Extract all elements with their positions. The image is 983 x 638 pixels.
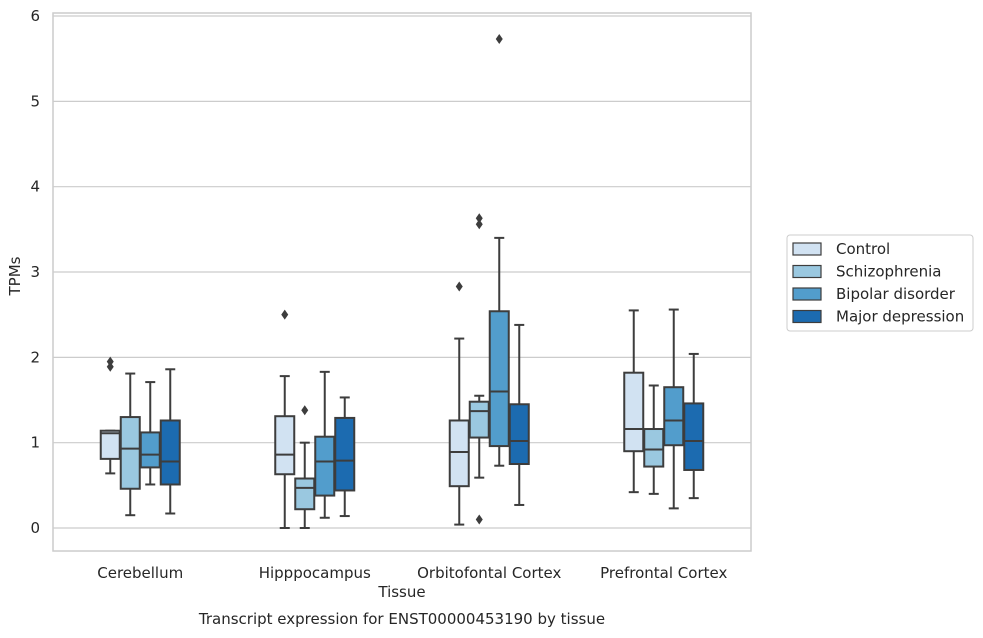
box-iqr [663, 386, 685, 447]
y-tick-label: 4 [30, 178, 40, 196]
box-plot [508, 323, 530, 506]
box-plot [488, 34, 510, 467]
outlier-point [475, 213, 483, 224]
outlier-point [475, 514, 483, 525]
boxplot-series [99, 34, 705, 529]
outlier-point [475, 219, 483, 230]
box-iqr [334, 416, 356, 492]
box-plot [448, 281, 470, 526]
x-axis-title: Tissue [377, 583, 425, 601]
x-tick-label: Hipppocampus [259, 564, 371, 582]
figure-caption: Transcript expression for ENST0000045319… [198, 610, 605, 628]
box-iqr [468, 400, 490, 439]
box-iqr [314, 435, 336, 497]
y-tick-label: 0 [30, 519, 40, 537]
box-iqr [623, 371, 645, 453]
legend-swatch [792, 309, 822, 324]
y-axis-title: TPMs [6, 256, 24, 296]
box-iqr [448, 419, 470, 488]
legend-label: Major depression [836, 308, 964, 326]
legend-swatch [792, 287, 822, 301]
x-tick-label: Cerebellum [97, 564, 183, 582]
outlier-point [495, 34, 503, 45]
box-plot [663, 308, 685, 510]
y-tick-label: 5 [30, 92, 40, 110]
y-tick-label: 2 [30, 348, 40, 366]
legend-frame [786, 234, 974, 332]
y-tick-label: 1 [30, 434, 40, 452]
box-plot [334, 396, 356, 518]
outlier-point [281, 309, 289, 320]
box-iqr [274, 415, 296, 476]
box-plot [119, 372, 141, 517]
box-plot [683, 352, 705, 500]
outlier-point [106, 361, 114, 372]
box-plot [99, 356, 121, 475]
box-iqr [643, 428, 665, 468]
box-iqr [508, 403, 530, 466]
legend-label: Schizophrenia [836, 263, 941, 281]
box-plot [274, 309, 296, 529]
y-tick-label: 3 [30, 263, 40, 281]
box-iqr [159, 419, 181, 486]
box-plot [294, 405, 316, 529]
legend-label: Bipolar disorder [836, 285, 956, 303]
box-iqr [488, 310, 510, 448]
box-plot [139, 381, 161, 486]
box-iqr [119, 416, 141, 490]
plot-frame [52, 12, 752, 552]
legend-label: Control [836, 240, 890, 258]
legend-swatch [792, 242, 822, 256]
legend: Control Schizophrenia Bipolar disorder Majo… [786, 234, 974, 332]
box-iqr [139, 431, 161, 469]
outlier-point [301, 405, 309, 416]
x-tick-label: Orbitofontal Cortex [417, 564, 561, 582]
box-plot [314, 370, 336, 519]
box-iqr [99, 429, 121, 460]
box-iqr [683, 402, 705, 471]
x-tick-label: Prefrontal Cortex [600, 564, 727, 582]
y-tick-labels: 0 1 2 3 4 5 6 [30, 7, 40, 537]
legend-swatch [792, 264, 822, 279]
box-plot [623, 309, 645, 494]
box-plot [159, 368, 181, 515]
box-plot [643, 384, 665, 495]
x-tick-labels: Cerebellum Hipppocampus Orbitofontal Corte… [97, 564, 727, 582]
y-tick-label: 6 [30, 7, 40, 25]
outlier-point [455, 281, 463, 292]
outlier-point [106, 356, 114, 367]
box-plot [468, 213, 490, 525]
box-iqr [294, 477, 316, 511]
